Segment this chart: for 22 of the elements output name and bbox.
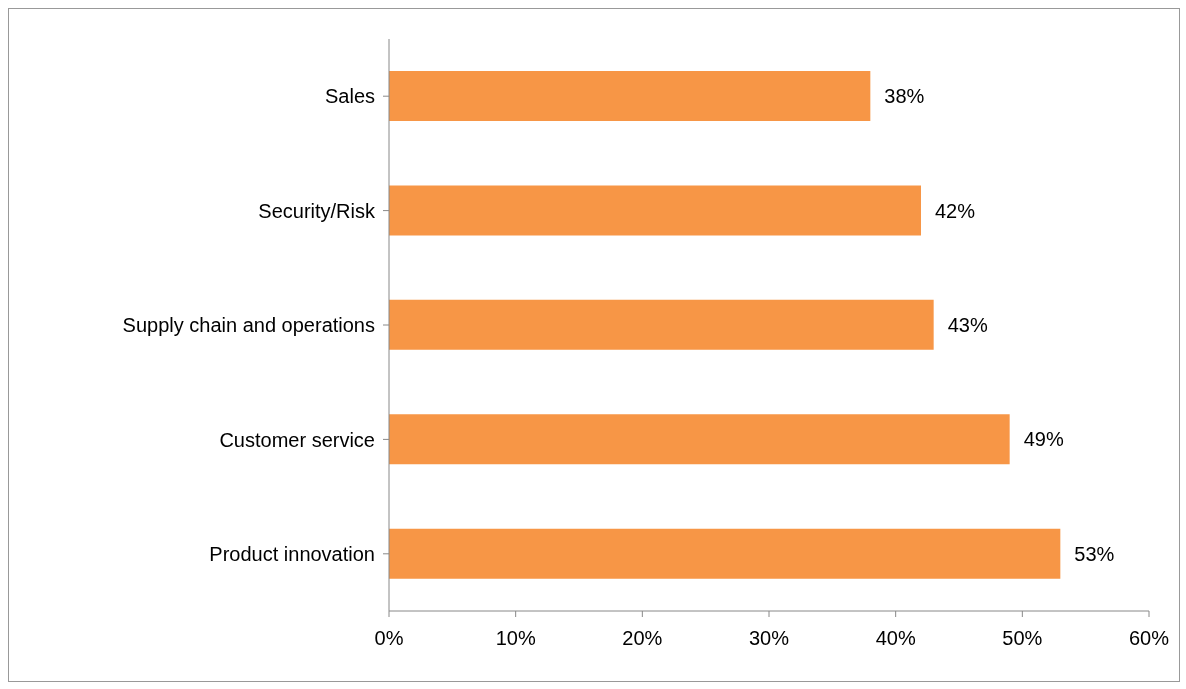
x-tick-label: 50% (1002, 627, 1043, 650)
y-tick-label: Customer service (219, 428, 375, 451)
y-tick-label: Product innovation (209, 542, 375, 565)
x-tick-label: 10% (495, 627, 536, 650)
data-label: 53% (1074, 542, 1115, 565)
bar (389, 528, 1061, 579)
data-label: 38% (884, 85, 925, 108)
data-label: 49% (1023, 428, 1064, 451)
x-tick-label: 60% (1128, 627, 1170, 650)
y-tick-label: Security/Risk (258, 199, 376, 222)
bar (389, 414, 1010, 465)
y-tick-label: Sales (324, 85, 375, 108)
data-label: 43% (947, 313, 988, 336)
x-tick-label: 20% (622, 627, 663, 650)
bar (389, 185, 921, 236)
data-label: 42% (935, 199, 976, 222)
x-tick-label: 0% (374, 627, 404, 650)
x-tick-label: 30% (748, 627, 790, 650)
y-tick-label: Supply chain and operations (122, 314, 375, 337)
bar (389, 71, 871, 122)
bar (389, 299, 934, 350)
x-tick-label: 40% (875, 627, 916, 650)
